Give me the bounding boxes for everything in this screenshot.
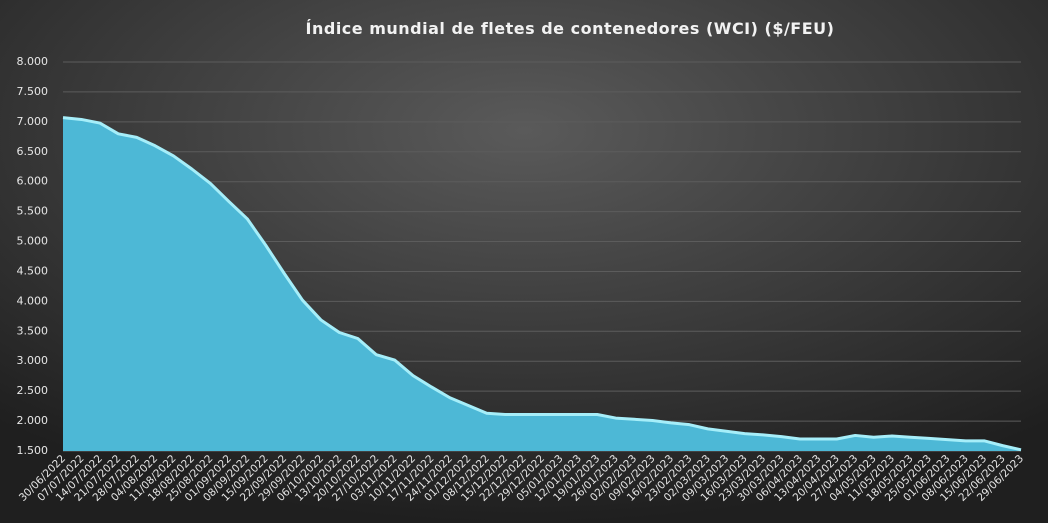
y-tick-label: 4.500 [17, 264, 49, 277]
y-tick-label: 8.000 [17, 55, 49, 68]
area [63, 117, 1021, 451]
y-tick-label: 3.000 [17, 354, 49, 367]
y-tick-label: 3.500 [17, 324, 49, 337]
y-tick-label: 6.500 [17, 145, 49, 158]
y-tick-label: 1.500 [17, 444, 49, 457]
y-tick-label: 2.000 [17, 414, 49, 427]
y-tick-label: 2.500 [17, 384, 49, 397]
y-tick-label: 5.000 [17, 235, 49, 248]
y-tick-label: 4.000 [17, 294, 49, 307]
y-tick-label: 7.000 [17, 115, 49, 128]
chart-title: Índice mundial de fletes de contenedores… [306, 19, 835, 38]
area-line [62, 116, 1022, 452]
y-tick-label: 5.500 [17, 205, 49, 218]
y-tick-label: 6.000 [17, 175, 49, 188]
y-tick-label: 7.500 [17, 85, 49, 98]
